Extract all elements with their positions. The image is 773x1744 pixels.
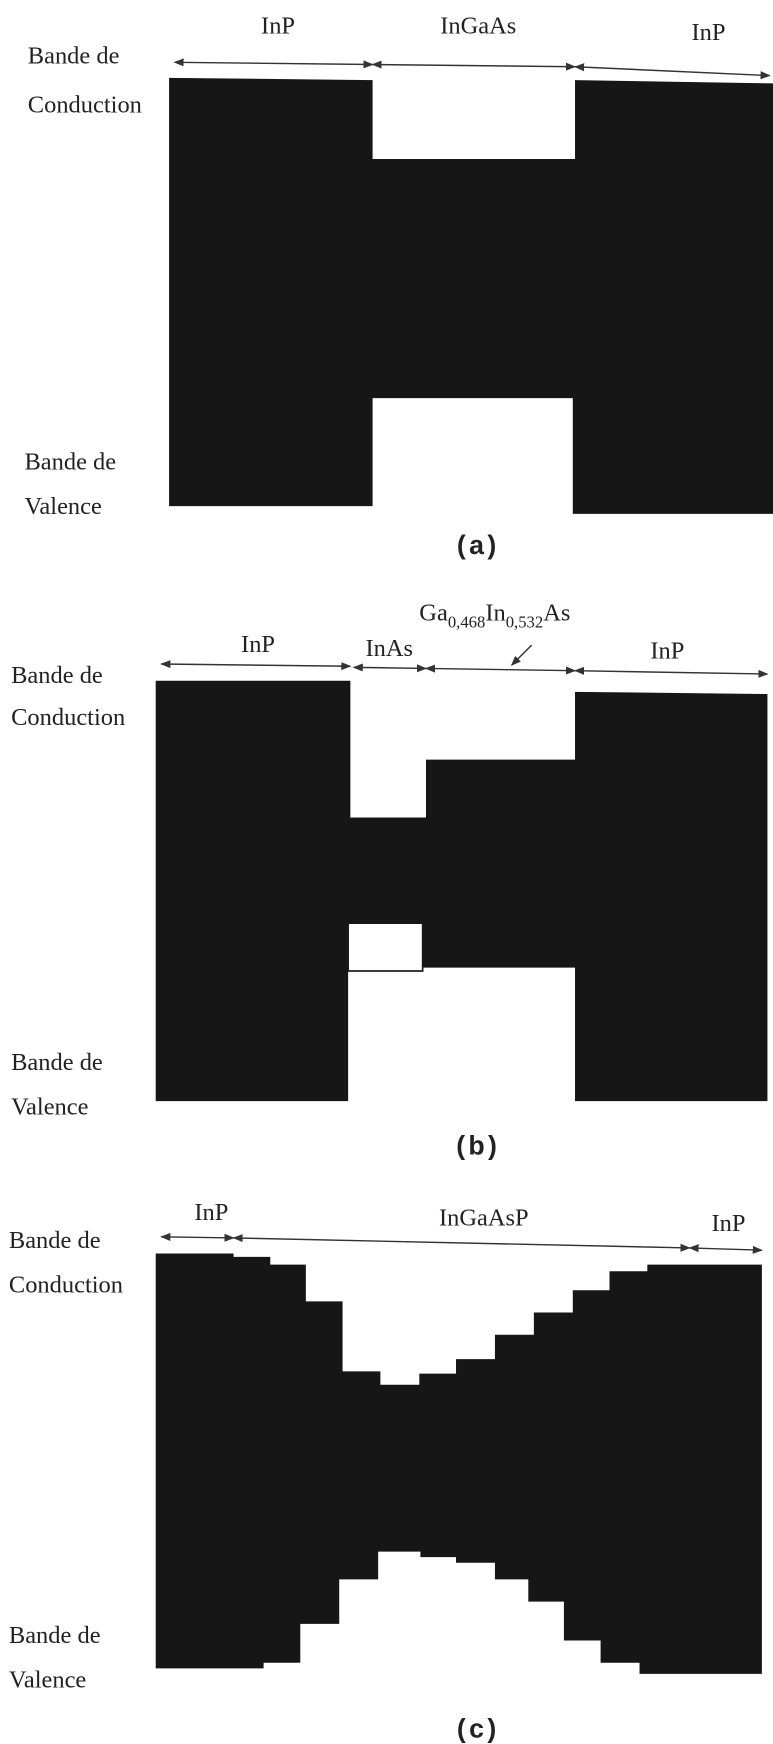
layer-label: Ga0,468In0,532As: [419, 600, 570, 632]
pointer-arrow: [510, 644, 533, 666]
band-label: Valence: [9, 1666, 86, 1693]
arrow: [688, 1244, 763, 1254]
formula-part: Ga: [419, 600, 448, 627]
band-label: Conduction: [28, 91, 142, 118]
band-label: Bande de: [24, 448, 116, 475]
layer-label: InP: [261, 12, 295, 39]
band-label: Bande de: [28, 42, 120, 69]
band-label: Bande de: [9, 1622, 101, 1649]
band-label: Valence: [24, 493, 101, 520]
band-shape: [169, 77, 773, 514]
formula-sub: 0,532: [506, 612, 544, 631]
formula-part: As: [543, 600, 570, 627]
layer-label: InGaAs: [440, 12, 516, 39]
panel-b: InP InAs Ga0,468In0,532As InP Bande de C…: [11, 600, 769, 1161]
caption: (a): [457, 530, 500, 560]
band-label: Bande de: [11, 1049, 103, 1076]
arrow: [574, 666, 769, 678]
band-shape: [155, 680, 768, 1102]
band-label: Conduction: [11, 704, 125, 731]
caption: (c): [457, 1713, 500, 1743]
layer-label: InP: [691, 19, 725, 46]
panel-c: InP InGaAsP InP Bande de Conduction Band…: [9, 1199, 763, 1743]
arrow: [160, 660, 352, 671]
layer-label: InP: [241, 631, 275, 658]
band-shape: [155, 1253, 762, 1674]
layer-label: InP: [712, 1210, 746, 1237]
band-label: Bande de: [11, 662, 103, 689]
band-label: Valence: [11, 1093, 88, 1120]
formula-part: In: [485, 600, 505, 627]
layer-label: InGaAsP: [439, 1205, 529, 1232]
arrow: [232, 1234, 691, 1252]
arrow: [173, 58, 374, 69]
arrow: [371, 60, 577, 71]
caption: (b): [456, 1131, 500, 1161]
inas-box: [347, 922, 424, 972]
band-label: Bande de: [9, 1227, 101, 1254]
arrow: [424, 664, 577, 675]
layer-label: InP: [650, 637, 684, 664]
layer-label: InAs: [366, 635, 414, 662]
band-label: Conduction: [9, 1271, 123, 1298]
arrow: [574, 63, 771, 80]
formula-sub: 0,468: [448, 612, 486, 631]
panel-a: InP InGaAs InP Bande de Conduction Bande…: [24, 12, 773, 560]
arrow: [352, 663, 427, 673]
layer-label: InP: [194, 1199, 228, 1226]
arrow: [160, 1232, 235, 1242]
